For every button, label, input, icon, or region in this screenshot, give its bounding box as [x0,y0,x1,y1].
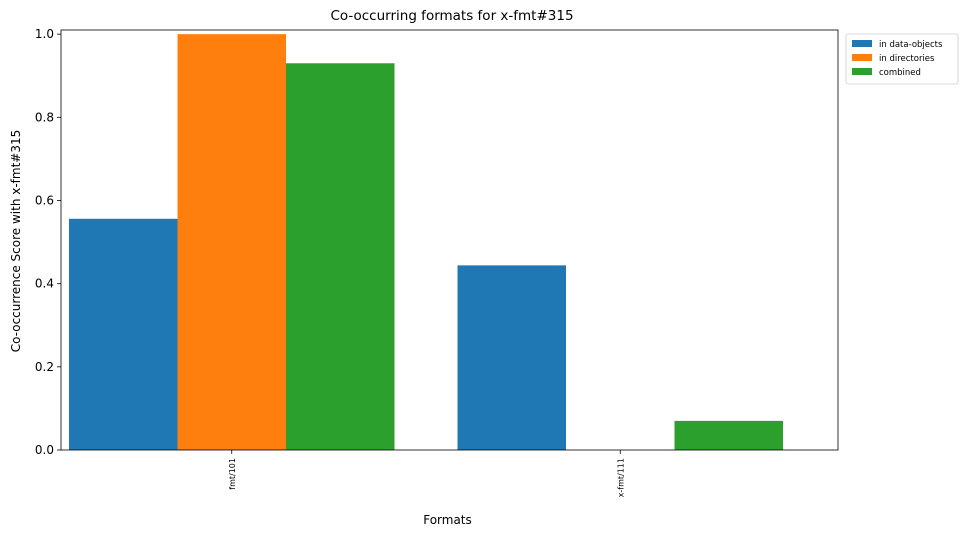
x-tick-label: fmt/101 [228,458,237,490]
bar-in-data-objects-fmt/101 [69,218,178,450]
y-tick-label: 0.8 [35,110,54,124]
chart-title: Co-occurring formats for x-fmt#315 [330,8,573,24]
plot-area: fmt/101 x-fmt/111 0.0 0.2 0.4 0.6 0.8 1.0 [35,27,839,497]
legend-box [845,33,959,85]
legend: in data-objects in directories combined [845,33,959,85]
legend-label: combined [879,68,921,78]
bar-in-directories-fmt/101 [177,34,286,450]
bar-in-data-objects-x-fmt/111 [457,265,566,450]
legend-label: in directories [879,54,935,64]
legend-label: in data-objects [879,40,943,50]
legend-swatch [852,68,872,75]
axes-frame [60,29,839,451]
x-axis-label: Formats [423,513,472,527]
legend-swatch [852,40,872,47]
y-tick-label: 0.4 [35,277,54,291]
y-tick-label: 0.0 [35,443,54,457]
y-tick-label: 1.0 [35,27,54,41]
y-axis-label: Co-occurrence Score with x-fmt#315 [9,130,23,353]
x-tick-label: x-fmt/111 [616,458,625,497]
legend-swatch [852,54,872,61]
bar-combined-x-fmt/111 [674,420,783,450]
y-tick-label: 0.2 [35,360,54,374]
bar-combined-fmt/101 [286,63,395,451]
y-tick-label: 0.6 [35,193,54,207]
